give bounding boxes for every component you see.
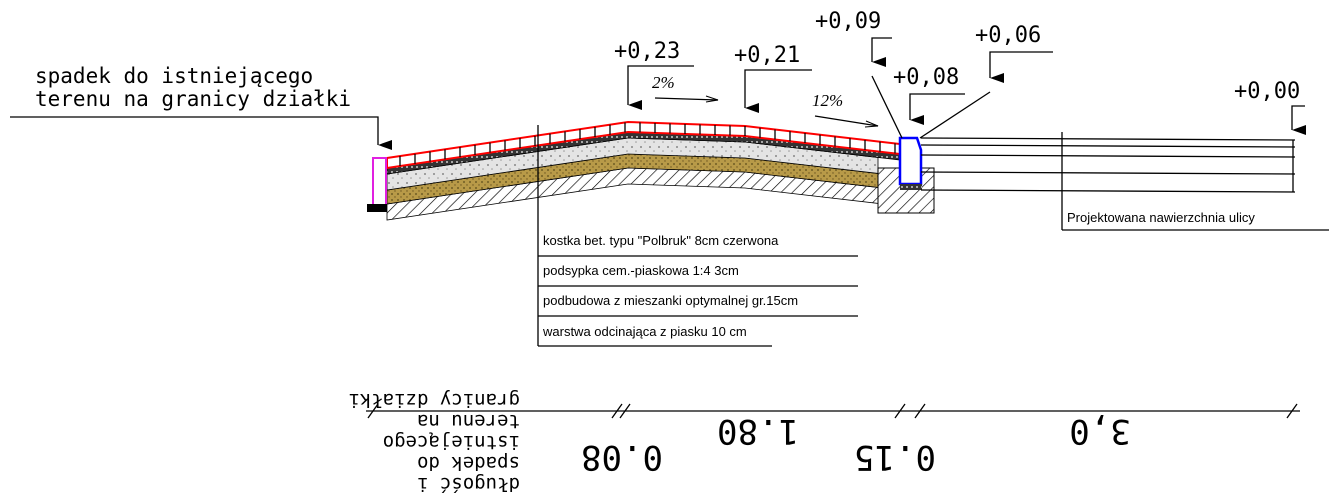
post-base: [367, 204, 387, 212]
layer-legend: kostka bet. typu "Polbruk" 8cm czerwona …: [537, 125, 858, 347]
curb: [898, 136, 923, 186]
pavement-layers: [386, 120, 901, 221]
dimension-note: spadek do: [417, 452, 520, 474]
curb-bedding: [900, 184, 922, 190]
layer-label: warstwa odcinająca z piasku 10 cm: [542, 324, 747, 339]
dimension: 1.80: [717, 411, 799, 451]
layer-label: kostka bet. typu "Polbruk" 8cm czerwona: [543, 233, 779, 248]
dimension-note: długość i: [417, 473, 520, 495]
boundary-note: spadek do istniejącego: [35, 64, 313, 88]
elevation: +0,23: [614, 39, 680, 64]
dimension: 3,0: [1069, 411, 1130, 451]
elevation: +0,06: [975, 23, 1041, 48]
slope-arrow: [864, 120, 879, 128]
boundary-post: [372, 157, 387, 206]
street-label: Projektowana nawierzchnia ulicy: [1067, 210, 1255, 225]
elevation: +0,21: [734, 43, 800, 68]
elevation: +0,08: [893, 65, 959, 90]
layer-label: podsypka cem.-piaskowa 1:4 3cm: [543, 263, 739, 278]
slope-arrow: [814, 115, 879, 127]
slope-arrow: [654, 97, 719, 101]
elevation: +0,00: [1234, 79, 1300, 104]
elevation: +0,09: [815, 9, 881, 34]
layer-label: podbudowa z mieszanki optymalnej gr.15cm: [543, 293, 798, 308]
dimension-note: granicy działki: [348, 389, 520, 411]
elevation-markers: +0,23 +0,21 +0,09 +0,08 +0,06 +0,00: [614, 9, 1306, 139]
slope-arrow: [705, 95, 719, 103]
dimension: 0.08: [581, 437, 663, 477]
dimension: 0.15: [854, 437, 936, 477]
leader: [10, 116, 392, 150]
dimension-note: terenu na: [417, 410, 520, 432]
dimension-note: istniejącego: [383, 431, 520, 453]
boundary-note: terenu na granicy działki: [35, 87, 351, 111]
street-section: [920, 137, 1296, 193]
slope: 12%: [812, 91, 843, 110]
slope: 2%: [652, 73, 675, 92]
dimension-line: 0.08 1.80 0.15 3,0 długość i spadek do i…: [348, 389, 1300, 495]
